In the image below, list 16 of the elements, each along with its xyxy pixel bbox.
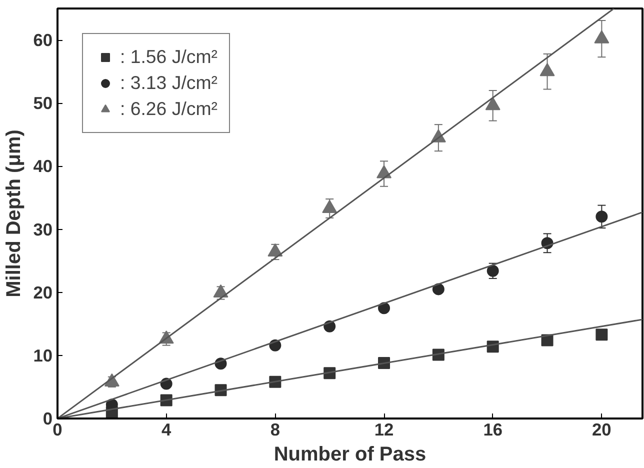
x-axis-title: Number of Pass [274, 444, 426, 466]
x-tick-label: 4 [162, 420, 172, 440]
y-tick-label: 20 [33, 282, 53, 302]
legend-label: : 3.13 J/cm² [120, 72, 218, 94]
legend-label: : 1.56 J/cm² [120, 46, 218, 68]
y-tick-label: 40 [33, 156, 53, 176]
y-tick-label: 50 [33, 93, 53, 114]
legend-label: : 6.26 J/cm² [120, 98, 218, 120]
x-tick-label: 16 [483, 420, 503, 440]
y-axis-title: Milled Depth (μm) [3, 130, 26, 298]
x-tick-label: 8 [270, 420, 280, 440]
x-tick-label: 20 [592, 420, 612, 440]
x-tick-label: 12 [374, 420, 394, 440]
y-tick-label: 60 [33, 30, 53, 50]
y-tick-label: 30 [33, 219, 53, 240]
y-tick-label: 10 [33, 345, 53, 366]
